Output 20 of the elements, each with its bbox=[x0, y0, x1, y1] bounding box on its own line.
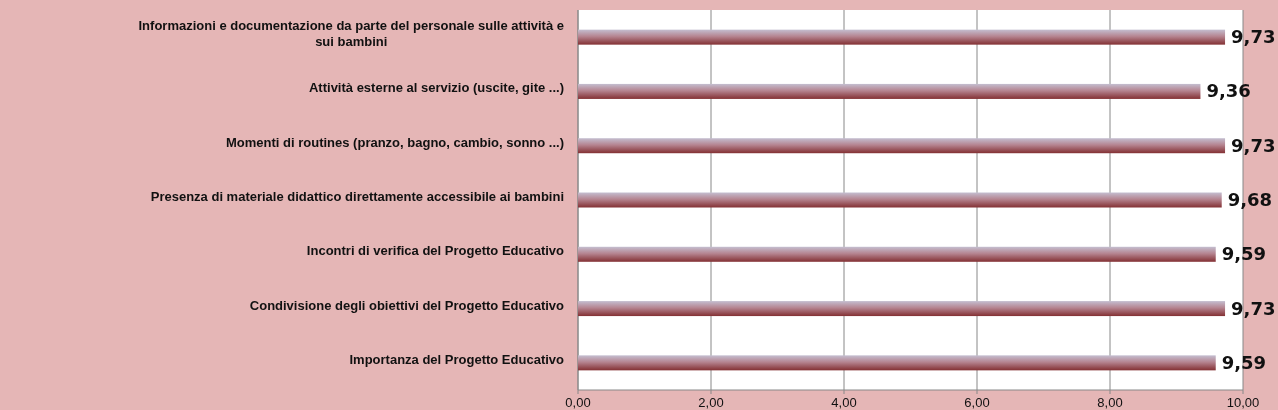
y-tick-label: Momenti di routines (pranzo, bagno, cambio, sonno ...) bbox=[226, 134, 564, 150]
x-tick-label: 8,00 bbox=[1097, 395, 1123, 410]
y-tick-label: Attività esterne al servizio (uscite, gite ...) bbox=[308, 80, 564, 96]
x-tick-label: 2,00 bbox=[698, 395, 724, 410]
data-label: 9,73 bbox=[1231, 134, 1276, 156]
x-tick-label: 6,00 bbox=[964, 395, 990, 410]
y-tick-label: Informazioni e documentazione da parte del personale sulle attività e sui bambini bbox=[138, 18, 565, 50]
y-tick-label: Importanza del Progetto Educativo bbox=[349, 351, 565, 367]
data-label: 9,68 bbox=[1227, 189, 1273, 210]
x-tick-label: 0,00 bbox=[565, 395, 591, 410]
x-tick-label: 4,00 bbox=[831, 395, 857, 410]
data-label: 9,73 bbox=[1231, 26, 1276, 48]
y-tick-label: Incontri di verifica del Progetto Educativo bbox=[306, 243, 565, 259]
y-tick-label: Condivisione degli obiettivi del Progetto Educativo bbox=[249, 297, 565, 313]
y-tick-label: Presenza di materiale didattico direttamente accessibile ai bambini bbox=[150, 189, 564, 204]
data-label: 9,59 bbox=[1221, 243, 1267, 265]
x-tick-label: 10,00 bbox=[1226, 395, 1260, 410]
data-label: 9,36 bbox=[1206, 80, 1251, 102]
data-label: 9,59 bbox=[1221, 351, 1267, 373]
data-label: 9,73 bbox=[1231, 297, 1276, 319]
